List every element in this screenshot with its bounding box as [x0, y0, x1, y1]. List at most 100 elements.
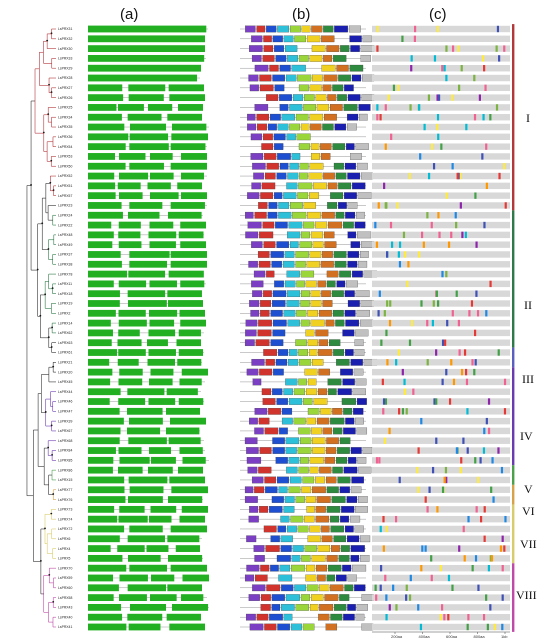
- motif-box: [275, 358, 288, 366]
- motif-box: [335, 457, 348, 464]
- domain-mark: [376, 45, 379, 52]
- motif-box: [281, 113, 295, 121]
- motif-box: [262, 398, 276, 405]
- motif-box: [326, 447, 337, 454]
- motif-box: [324, 113, 337, 121]
- motif-box: [331, 496, 346, 503]
- motif-box: [260, 300, 272, 307]
- gene-label: LsPRX86: [58, 468, 72, 472]
- exon-block: [117, 339, 142, 347]
- gene-label: LsPRX32: [58, 37, 72, 41]
- exon-block: [149, 378, 173, 386]
- domain-mark: [389, 221, 393, 229]
- motif-box: [251, 358, 265, 366]
- motif-box: [329, 339, 341, 347]
- motif-box: [354, 349, 365, 356]
- gene-label: LsPRX15: [58, 478, 72, 482]
- motif-box: [310, 290, 321, 298]
- motif-box: [283, 388, 293, 396]
- exon-block: [88, 280, 114, 288]
- motif-box: [310, 300, 322, 307]
- motif-box: [312, 437, 326, 445]
- motif-box: [337, 447, 350, 454]
- motif-box: [249, 623, 264, 631]
- gene-label: LsPRX11: [58, 282, 72, 286]
- motif-box: [346, 535, 360, 543]
- axis-panel-c: 200aa 400aa 600aa 800aa 1kb: [372, 631, 510, 639]
- motif-box: [347, 604, 356, 611]
- motif-box: [285, 594, 300, 601]
- exon-block: [149, 309, 178, 317]
- domain-mark: [485, 417, 488, 425]
- exon-block: [147, 339, 168, 347]
- motif-box: [343, 427, 356, 435]
- motif-box: [354, 221, 366, 229]
- domain-mark: [475, 506, 478, 513]
- motif-box: [338, 182, 352, 190]
- domain-mark: [385, 251, 389, 258]
- domain-mark: [385, 613, 388, 621]
- motif-box: [257, 251, 270, 258]
- motif-box: [286, 525, 297, 533]
- domain-mark: [427, 94, 431, 101]
- domain-mark: [499, 545, 503, 552]
- motif-box: [342, 378, 355, 386]
- motif-box: [311, 555, 326, 562]
- motif-box: [350, 555, 360, 562]
- motif-box: [259, 74, 272, 82]
- group-label-vi: VI: [522, 504, 535, 518]
- domain-mark: [501, 623, 504, 631]
- motif-box: [347, 123, 357, 131]
- motif-box: [256, 113, 270, 121]
- domain-mark: [386, 359, 389, 366]
- motif-box: [306, 417, 316, 425]
- motif-box: [349, 64, 364, 72]
- motif-box: [334, 604, 347, 611]
- motif-box: [276, 555, 291, 562]
- motif-box: [289, 162, 299, 170]
- motif-box: [342, 564, 352, 572]
- motif-box: [356, 604, 368, 611]
- domain-mark: [503, 408, 507, 415]
- domain-mark: [420, 231, 424, 239]
- motif-box: [272, 290, 287, 298]
- panel-label-b: (b): [292, 6, 311, 23]
- exon-block: [88, 496, 126, 503]
- exon-block: [149, 280, 177, 288]
- exon-block: [168, 437, 201, 445]
- domain-mark: [418, 104, 421, 111]
- motif-box: [300, 594, 311, 601]
- motif-box: [253, 172, 264, 180]
- exon-block: [119, 368, 143, 376]
- motif-box: [302, 476, 315, 484]
- motif-box: [337, 476, 351, 484]
- motif-box: [298, 182, 313, 190]
- motif-box: [320, 143, 332, 150]
- gene-label: LsPRX4: [58, 547, 71, 551]
- exon-block: [127, 290, 166, 298]
- motif-box: [318, 368, 330, 376]
- gene-label: LsPRX51: [58, 184, 72, 188]
- axis-tick-label: 400aa: [419, 634, 431, 639]
- domain-track: [372, 427, 510, 435]
- motif-box: [358, 466, 372, 474]
- motif-box: [285, 437, 300, 445]
- domain-mark: [474, 457, 477, 464]
- gene-label: LsPRX61: [58, 351, 72, 355]
- domain-mark: [390, 241, 394, 248]
- domain-mark: [439, 613, 442, 621]
- exon-block: [119, 456, 150, 464]
- gene-label: LsPRX2: [58, 311, 71, 315]
- motif-box: [249, 45, 263, 52]
- domain-mark: [489, 604, 492, 611]
- domain-mark: [408, 594, 412, 601]
- motif-box: [290, 515, 304, 523]
- exon-block: [88, 113, 122, 121]
- domain-mark: [459, 466, 462, 474]
- motif-box: [336, 574, 347, 582]
- motif-box: [284, 280, 296, 288]
- exon-block: [170, 525, 207, 533]
- motif-box: [254, 486, 265, 494]
- domain-mark: [438, 231, 441, 239]
- motif-box: [327, 94, 337, 101]
